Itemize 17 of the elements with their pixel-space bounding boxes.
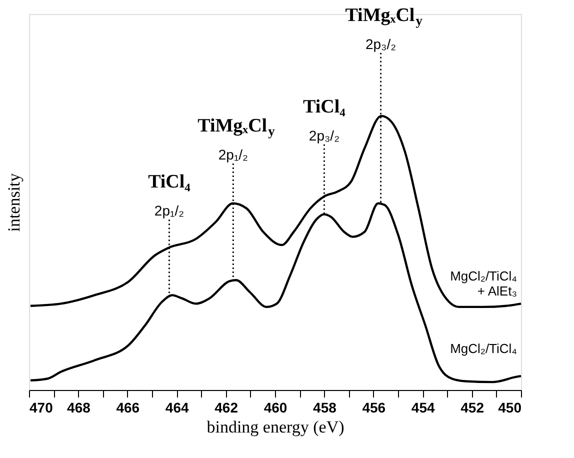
x-tick-label: 470 [30, 400, 54, 416]
x-tick-label: 454 [411, 400, 435, 416]
ref-line-label: TiCl₄ 2p₁/₂ [148, 172, 191, 219]
x-tick-label: 456 [362, 400, 386, 416]
x-tick-label: 462 [214, 400, 238, 416]
x-tick-label: 452 [460, 400, 484, 416]
x-tick-label: 460 [264, 400, 288, 416]
x-tick-label: 464 [165, 400, 189, 416]
ref-line-label: TiCl₄ 2p₃/₂ [303, 96, 346, 144]
x-axis-title: binding energy (eV) [206, 418, 344, 436]
series-label: MgCl₂/TiCl₄ [450, 341, 517, 356]
x-tick-label: 466 [116, 400, 140, 416]
series-label: MgCl₂/TiCl₄ + AlEt₃ [450, 268, 517, 299]
x-tick-label: 458 [313, 400, 337, 416]
y-axis-title: intensity [4, 172, 24, 232]
x-tick-label: 468 [67, 400, 91, 416]
x-tick-label: 450 [498, 400, 522, 416]
